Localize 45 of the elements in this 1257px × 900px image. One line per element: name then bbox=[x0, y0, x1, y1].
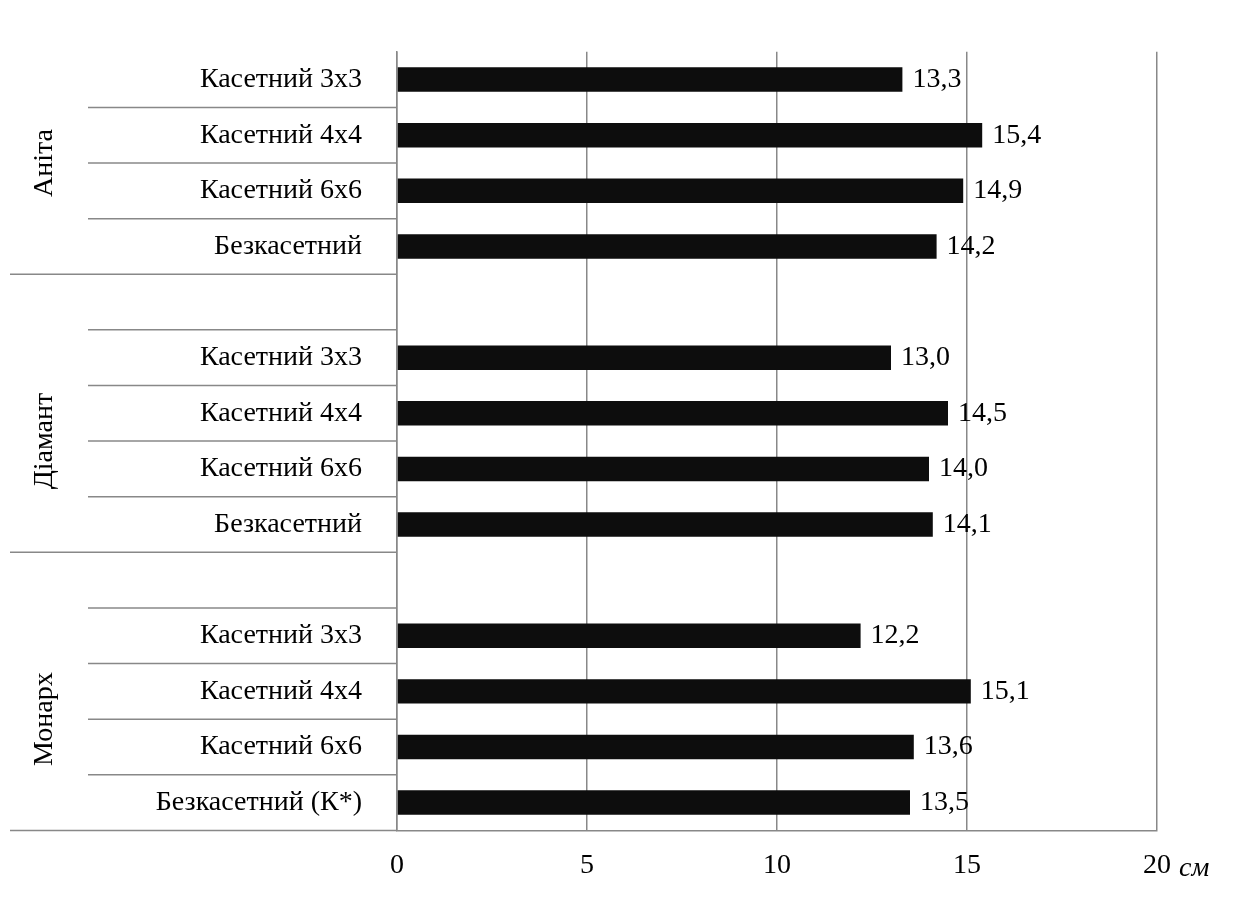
data-label: 14,0 bbox=[939, 451, 988, 483]
data-label: 13,3 bbox=[912, 61, 962, 93]
bar bbox=[397, 345, 891, 370]
text: Діамант bbox=[27, 392, 59, 490]
bar bbox=[397, 234, 937, 259]
data-label: 13,6 bbox=[923, 729, 973, 761]
bar bbox=[397, 401, 948, 426]
y-tick-label: Касетний 3х3 bbox=[199, 618, 362, 650]
data-label: 13,0 bbox=[901, 340, 950, 372]
x-tick-label: 20 bbox=[1143, 847, 1171, 879]
y-tick-label: Касетний 6х6 bbox=[199, 451, 362, 483]
bar bbox=[397, 679, 971, 704]
y-tick-label: Касетний 3х3 bbox=[199, 61, 362, 93]
data-label: 12,2 bbox=[870, 618, 920, 650]
bar bbox=[397, 790, 910, 815]
y-tick-label: Касетний 6х6 bbox=[199, 729, 362, 761]
bar bbox=[397, 178, 964, 204]
bar bbox=[397, 67, 903, 92]
x-tick-label: 0 bbox=[390, 847, 404, 879]
y-tick-label: Касетний 4х4 bbox=[199, 673, 362, 705]
data-label: 13,5 bbox=[920, 784, 969, 816]
y-tick-label: Касетний 3х3 bbox=[199, 340, 362, 372]
text: Аніта bbox=[27, 128, 59, 198]
y-tick-label: Безкасетний bbox=[214, 506, 363, 538]
y-tick-label: Касетний 4х4 bbox=[199, 117, 362, 149]
y-tick-label: Касетний 4х4 bbox=[199, 395, 362, 427]
text: Монарх bbox=[27, 672, 59, 766]
data-label: 15,1 bbox=[980, 673, 1030, 705]
y-tick-label: Безкасетний bbox=[214, 228, 363, 260]
data-label: 15,4 bbox=[992, 117, 1042, 149]
data-label: 14,9 bbox=[973, 173, 1023, 205]
data-label: 14,1 bbox=[942, 506, 992, 538]
x-tick-label: 5 bbox=[580, 847, 594, 879]
y-tick-label: Касетний 6х6 bbox=[199, 173, 362, 205]
bar bbox=[397, 623, 861, 648]
y-tick-label: Безкасетний (К*) bbox=[155, 784, 362, 816]
bar bbox=[397, 512, 933, 537]
x-tick-label: 15 bbox=[953, 847, 981, 879]
bar bbox=[397, 734, 914, 760]
bar bbox=[397, 456, 929, 482]
data-label: 14,2 bbox=[946, 228, 996, 260]
x-tick-label: 10 bbox=[763, 847, 791, 879]
x-axis-title: см bbox=[1179, 850, 1210, 882]
data-label: 14,5 bbox=[958, 395, 1007, 427]
bar bbox=[397, 122, 983, 148]
